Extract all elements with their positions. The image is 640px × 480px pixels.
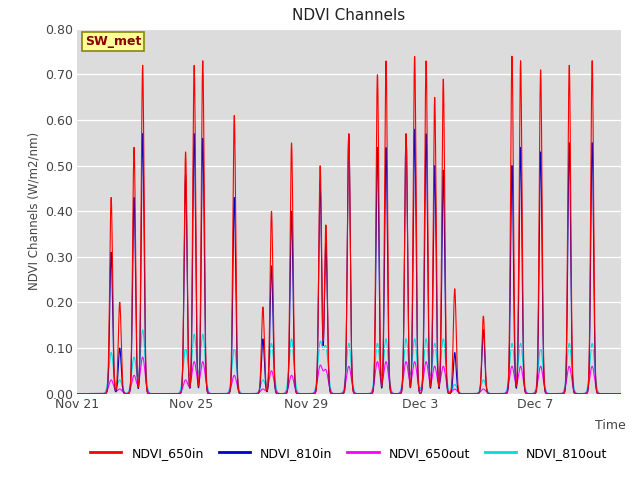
Title: NDVI Channels: NDVI Channels (292, 9, 405, 24)
Y-axis label: NDVI Channels (W/m2/nm): NDVI Channels (W/m2/nm) (28, 132, 40, 290)
Legend: NDVI_650in, NDVI_810in, NDVI_650out, NDVI_810out: NDVI_650in, NDVI_810in, NDVI_650out, NDV… (85, 442, 612, 465)
Text: SW_met: SW_met (85, 35, 141, 48)
X-axis label: Time: Time (595, 419, 625, 432)
